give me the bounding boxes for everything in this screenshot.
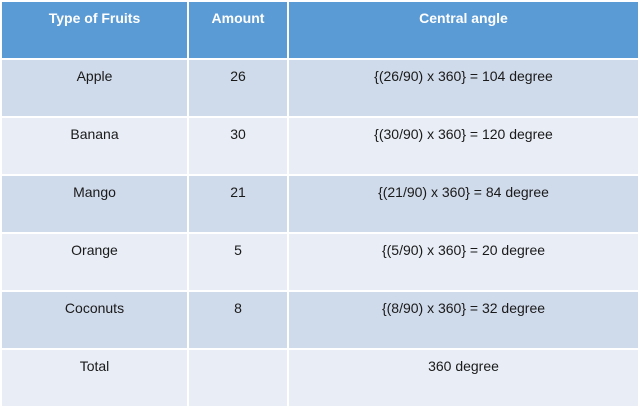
table-cell xyxy=(187,348,289,408)
header-cell: Amount xyxy=(187,0,289,60)
table-body: Apple 26 {(26/90) x 360} = 104 degree Banan… xyxy=(0,58,640,408)
table-row: Banana 30 {(30/90) x 360} = 120 degree xyxy=(0,116,640,176)
table-cell: 21 xyxy=(187,174,289,234)
table-cell: Coconuts xyxy=(0,290,189,350)
table-cell: Banana xyxy=(0,116,189,176)
table-row: Apple 26 {(26/90) x 360} = 104 degree xyxy=(0,58,640,118)
table-cell: 30 xyxy=(187,116,289,176)
table-cell: Apple xyxy=(0,58,189,118)
table-cell: {(8/90) x 360} = 32 degree xyxy=(287,290,640,350)
total-row: Total 360 degree xyxy=(0,348,640,408)
table-row: Mango 21 {(21/90) x 360} = 84 degree xyxy=(0,174,640,234)
table-cell: 5 xyxy=(187,232,289,292)
table-row: Orange 5 {(5/90) x 360} = 20 degree xyxy=(0,232,640,292)
table-cell: 26 xyxy=(187,58,289,118)
total-label: Total xyxy=(0,348,189,408)
total-angle: 360 degree xyxy=(287,348,640,408)
header-cell: Type of Fruits xyxy=(0,0,189,60)
header-row: Type of Fruits Amount Central angle xyxy=(0,0,640,60)
table-cell: {(26/90) x 360} = 104 degree xyxy=(287,58,640,118)
table-cell: Orange xyxy=(0,232,189,292)
table-row: Coconuts 8 {(8/90) x 360} = 32 degree xyxy=(0,290,640,350)
table-cell: 8 xyxy=(187,290,289,350)
table-cell: {(5/90) x 360} = 20 degree xyxy=(287,232,640,292)
table-cell: Mango xyxy=(0,174,189,234)
table-cell: {(30/90) x 360} = 120 degree xyxy=(287,116,640,176)
header-cell: Central angle xyxy=(287,0,640,60)
table-cell: {(21/90) x 360} = 84 degree xyxy=(287,174,640,234)
